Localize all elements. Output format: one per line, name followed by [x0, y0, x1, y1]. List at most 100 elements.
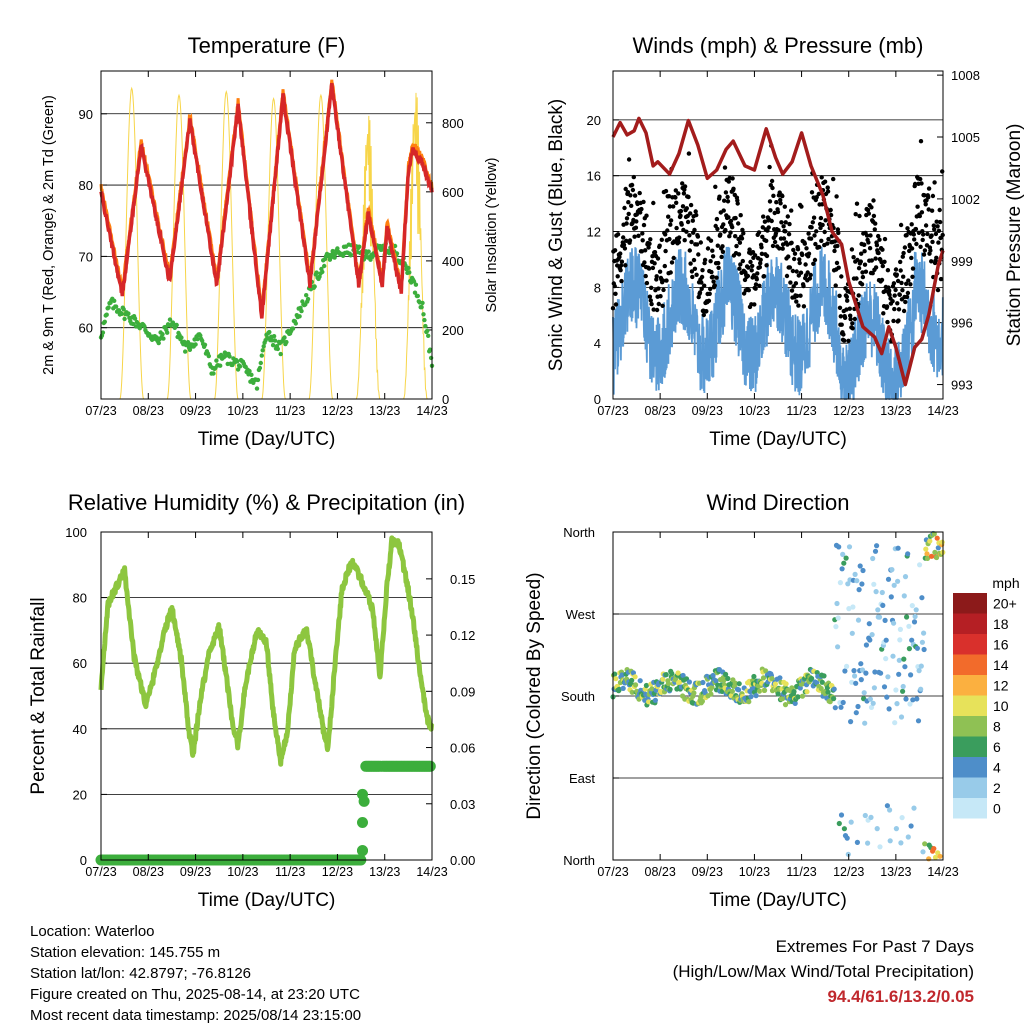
- gust-point: [690, 274, 695, 280]
- gust-point: [933, 231, 939, 237]
- direction-point: [699, 698, 706, 704]
- gust-point: [750, 263, 755, 269]
- gust-point: [758, 257, 763, 262]
- direction-point: [632, 674, 638, 680]
- precip-point: [357, 845, 368, 857]
- gust-point: [659, 237, 664, 242]
- gust-point: [667, 204, 673, 209]
- dewpoint-point: [419, 305, 424, 310]
- gust-point: [687, 248, 692, 253]
- dewpoint-point: [322, 263, 327, 269]
- gust-point: [835, 227, 841, 232]
- gust-point: [881, 311, 886, 316]
- gust-point: [752, 253, 758, 258]
- direction-point: [897, 626, 904, 633]
- gust-point: [757, 283, 762, 288]
- gust-point: [676, 191, 681, 196]
- gust-point: [697, 290, 703, 295]
- gust-point: [619, 259, 625, 264]
- x-tick-label: 09/23: [692, 404, 723, 418]
- direction-point: [845, 581, 851, 587]
- direction-point: [932, 854, 939, 861]
- gust-point: [905, 290, 911, 296]
- direction-point: [827, 699, 833, 705]
- direction-point: [831, 686, 837, 692]
- gust-point: [663, 188, 669, 194]
- y-right-tick-label: 0.06: [450, 741, 475, 756]
- gust-point: [860, 274, 866, 280]
- chart-title-3: Wind Direction: [706, 490, 849, 515]
- gust-point: [856, 293, 861, 298]
- direction-point: [914, 645, 921, 651]
- gust-point: [940, 169, 945, 174]
- gust-point: [640, 238, 645, 243]
- dewpoint-point: [183, 349, 188, 354]
- gust-point: [819, 175, 824, 180]
- y-right-tick-label: 600: [442, 185, 464, 200]
- gust-point: [856, 266, 862, 271]
- gust-point: [898, 268, 903, 273]
- direction-point: [729, 688, 736, 694]
- gust-point: [900, 288, 905, 293]
- direction-point: [871, 581, 877, 587]
- temp-2m-line: [99, 82, 434, 319]
- x-tick-label: 12/23: [322, 404, 353, 418]
- gust-point: [682, 184, 688, 189]
- gust-point: [771, 193, 776, 198]
- gust-point: [870, 271, 875, 276]
- gust-point: [626, 157, 632, 162]
- gust-point: [817, 244, 822, 250]
- legend-swatch: [953, 777, 987, 798]
- legend-label: 2: [993, 780, 1001, 796]
- direction-point: [905, 834, 911, 840]
- gust-point: [737, 266, 742, 271]
- direction-point: [926, 856, 932, 862]
- precip-point: [424, 760, 436, 772]
- gust-point: [728, 230, 733, 235]
- gust-point: [684, 229, 689, 234]
- gust-point: [805, 270, 810, 275]
- gust-point: [738, 213, 743, 218]
- y-right-tick-label: 993: [951, 378, 973, 393]
- x-tick-label: 10/23: [227, 404, 258, 418]
- gust-point: [848, 313, 853, 318]
- y-axis-right-label-solar: Solar Insolation (Yellow): [484, 157, 500, 312]
- gust-point: [658, 294, 663, 299]
- gust-point: [632, 234, 637, 239]
- gust-point: [935, 287, 941, 293]
- x-tick-label: 09/23: [692, 865, 723, 879]
- dewpoint-point: [237, 364, 243, 369]
- direction-point: [619, 672, 625, 678]
- dewpoint-point: [261, 344, 266, 349]
- gust-point: [764, 238, 769, 243]
- gust-point: [890, 299, 895, 304]
- direction-point: [840, 551, 846, 558]
- direction-point: [732, 680, 738, 686]
- direction-point: [931, 531, 937, 537]
- gust-point: [643, 273, 648, 279]
- direction-point: [882, 617, 888, 624]
- direction-point: [856, 587, 862, 593]
- gust-point: [938, 276, 944, 282]
- gust-point: [633, 225, 639, 230]
- dewpoint-point: [258, 360, 263, 366]
- gust-point: [837, 305, 843, 310]
- gust-point: [873, 256, 878, 261]
- gust-point: [707, 291, 712, 296]
- gust-point: [848, 316, 853, 322]
- figure-created: Figure created on Thu, 2025-08-14, at 23…: [30, 986, 360, 1003]
- gust-point: [894, 272, 899, 277]
- direction-point: [880, 602, 886, 609]
- direction-point: [710, 672, 716, 679]
- gust-point: [689, 239, 694, 245]
- dewpoint-point: [421, 312, 426, 317]
- dewpoint-point: [235, 359, 240, 364]
- x-axis-label-3: Time (Day/UTC): [709, 890, 847, 911]
- gust-point: [622, 205, 627, 211]
- legend-swatch: [953, 716, 987, 737]
- direction-point: [901, 593, 907, 599]
- gust-point: [936, 228, 942, 233]
- direction-point: [884, 803, 891, 809]
- direction-point: [838, 704, 844, 710]
- gust-point: [640, 231, 645, 236]
